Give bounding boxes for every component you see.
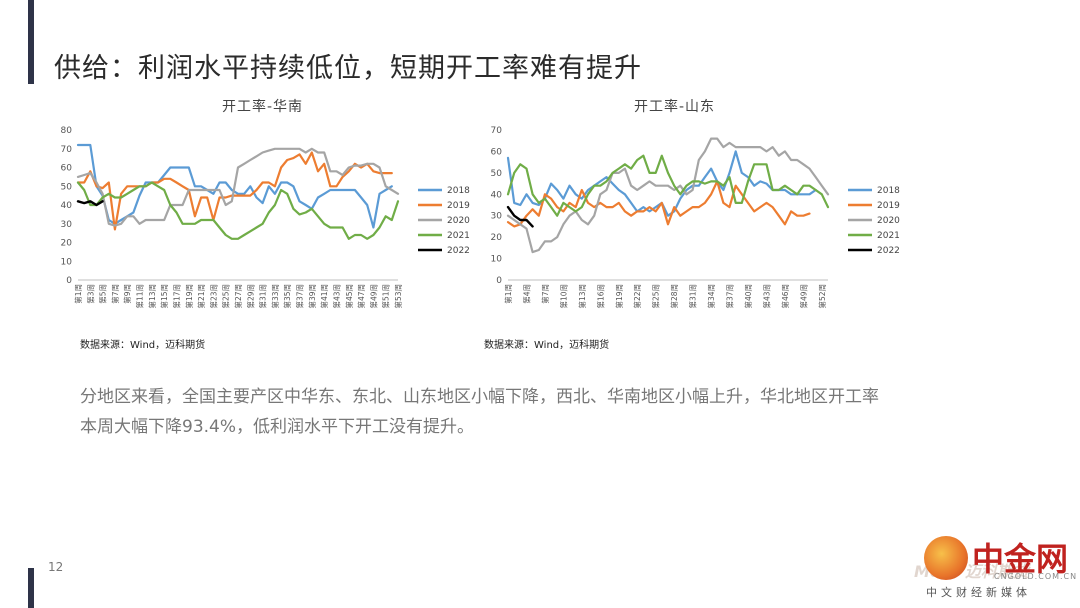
x-tick-label: 第16周 — [595, 284, 605, 309]
x-tick-label: 第27周 — [233, 284, 243, 309]
chart-source-shandong: 数据来源：Wind，迈科期货 — [484, 340, 610, 351]
y-tick-label: 40 — [491, 190, 503, 200]
series-line-2019 — [506, 180, 811, 228]
series-line-2020 — [506, 137, 830, 254]
x-tick-label: 第22周 — [632, 284, 642, 309]
y-tick-label: 70 — [61, 145, 73, 155]
series-line-2018 — [76, 143, 393, 229]
y-tick-label: 10 — [491, 255, 503, 265]
x-tick-label: 第29周 — [245, 284, 255, 309]
x-tick-label: 第40周 — [743, 284, 753, 309]
chart-title-huanan: 开工率-华南 — [222, 99, 304, 115]
x-tick-label: 第25周 — [221, 284, 231, 309]
y-tick-label: 20 — [61, 239, 73, 249]
slide-title: 供给：利润水平持续低位，短期开工率难有提升 — [54, 53, 642, 84]
series-line-2022 — [76, 200, 104, 207]
x-tick-label: 第7周 — [110, 284, 120, 304]
y-tick-label: 0 — [66, 276, 72, 286]
y-tick-label: 20 — [491, 233, 503, 243]
x-tick-label: 第47周 — [356, 284, 366, 309]
chart-huanan: 0 10 20 30 40 50 60 70 80 第1周 第3周 第5周 第7周 第9周 第11周 第13周… — [61, 126, 471, 309]
x-tick-label: 第41周 — [319, 284, 329, 309]
x-tick-label: 第49周 — [798, 284, 808, 309]
x-tick-label: 第43周 — [331, 284, 341, 309]
logo-main-text: 中金网 — [972, 540, 1069, 578]
x-tick-label: 第28周 — [669, 284, 679, 309]
x-tick-label: 第1周 — [73, 284, 83, 304]
x-tick-label: 第3周 — [85, 284, 95, 304]
series-line-2021 — [76, 181, 400, 240]
x-tick-label: 第45周 — [344, 284, 354, 309]
x-tick-label: 第13周 — [577, 284, 587, 309]
chart-source-huanan: 数据来源：Wind，迈科期货 — [80, 340, 206, 351]
x-tick-label: 第4周 — [521, 284, 531, 304]
legend-label-2021: 2021 — [447, 231, 470, 241]
chart-shandong: 0 10 20 30 40 50 60 70 第1周 第4周 第7周 第10周 第13周 第16周 第19周… — [491, 126, 901, 309]
x-tick-label: 第46周 — [780, 284, 790, 309]
logo-sub-text: 中文财经新媒体 — [926, 586, 1031, 599]
x-tick-label: 第31周 — [258, 284, 268, 309]
y-tick-label: 50 — [61, 182, 73, 192]
x-tick-label: 第51周 — [381, 284, 391, 309]
x-tick-label: 第7周 — [540, 284, 550, 304]
x-tick-label: 第39周 — [307, 284, 317, 309]
x-tick-label: 第52周 — [817, 284, 827, 309]
y-tick-label: 40 — [61, 201, 73, 211]
x-tick-label: 第21周 — [196, 284, 206, 309]
x-tick-label: 第19周 — [614, 284, 624, 309]
x-tick-label: 第43周 — [761, 284, 771, 309]
y-tick-label: 80 — [61, 126, 73, 136]
legend-label-2021: 2021 — [877, 231, 900, 241]
x-tick-label: 第23周 — [208, 284, 218, 309]
legend-label-2019: 2019 — [447, 201, 470, 211]
page-number: 12 — [48, 560, 64, 574]
x-tick-label: 第15周 — [159, 284, 169, 309]
legend-label-2022: 2022 — [447, 246, 470, 256]
x-tick-label: 第19周 — [184, 284, 194, 309]
x-tick-label: 第5周 — [98, 284, 108, 304]
x-tick-label: 第11周 — [135, 284, 145, 309]
cngold-logo: Mete 迈科期货 中金网 CNGOLD.COM.CN 中文财经新媒体 — [914, 532, 1078, 604]
series-line-2021 — [506, 154, 830, 217]
x-tick-label: 第25周 — [651, 284, 661, 309]
y-tick-label: 0 — [496, 276, 502, 286]
y-tick-label: 50 — [491, 169, 503, 179]
legend-label-2018: 2018 — [877, 186, 900, 196]
y-tick-label: 60 — [61, 164, 73, 174]
logo-domain-text: CNGOLD.COM.CN — [994, 572, 1078, 581]
x-tick-label: 第49周 — [368, 284, 378, 309]
footer-accent-bar — [28, 568, 34, 608]
y-tick-label: 10 — [61, 257, 73, 267]
x-tick-label: 第13周 — [147, 284, 157, 309]
x-tick-label: 第17周 — [171, 284, 181, 309]
chart-title-shandong: 开工率-山东 — [634, 99, 716, 115]
x-tick-label: 第35周 — [282, 284, 292, 309]
x-tick-label: 第31周 — [688, 284, 698, 309]
x-tick-label: 第9周 — [122, 284, 132, 304]
title-accent-bar — [28, 0, 34, 84]
legend-label-2020: 2020 — [877, 216, 900, 226]
x-tick-label: 第1周 — [503, 284, 513, 304]
y-tick-label: 30 — [491, 212, 503, 222]
x-tick-label: 第37周 — [725, 284, 735, 309]
y-tick-label: 30 — [61, 220, 73, 230]
analysis-text: 分地区来看，全国主要产区中华东、东北、山东地区小幅下降，西北、华南地区小幅上升，… — [80, 387, 879, 437]
legend-label-2019: 2019 — [877, 201, 900, 211]
y-tick-label: 60 — [491, 147, 503, 157]
legend-label-2022: 2022 — [877, 246, 900, 256]
x-tick-label: 第34周 — [706, 284, 716, 309]
x-tick-label: 第10周 — [558, 284, 568, 309]
x-tick-label: 第33周 — [270, 284, 280, 309]
y-tick-label: 70 — [491, 126, 503, 136]
x-tick-label: 第53周 — [393, 284, 403, 309]
legend-label-2020: 2020 — [447, 216, 470, 226]
logo-emblem-icon — [924, 536, 968, 580]
series-line-2020 — [76, 147, 400, 227]
x-tick-label: 第37周 — [295, 284, 305, 309]
legend-label-2018: 2018 — [447, 186, 470, 196]
series-line-2019 — [76, 151, 393, 231]
series-line-2022 — [506, 205, 534, 228]
